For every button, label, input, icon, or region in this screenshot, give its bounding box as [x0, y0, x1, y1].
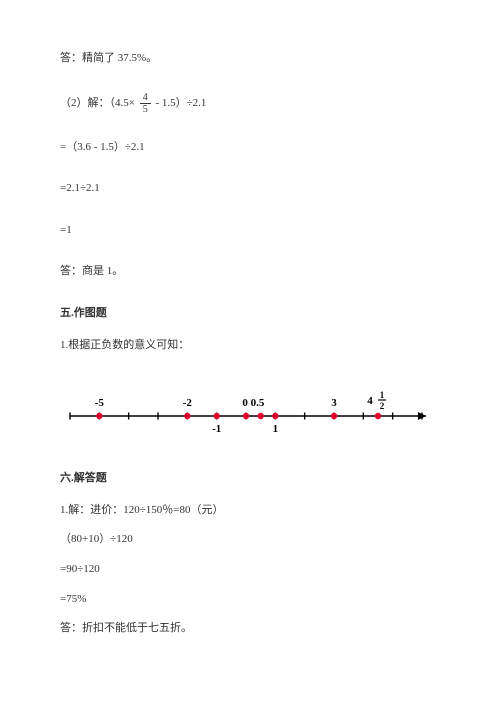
- svg-text:-1: -1: [212, 423, 221, 435]
- svg-text:1: 1: [273, 423, 279, 435]
- svg-text:2: 2: [380, 401, 385, 411]
- section6-line1: 1.解：进价：120÷150％=80（元）: [60, 502, 440, 520]
- expr-prefix: （2）解：（4.5×: [60, 97, 135, 109]
- section6-line3: =90÷120: [60, 561, 440, 579]
- section6-title: 六.解答题: [60, 470, 440, 488]
- fraction-denominator: 5: [140, 104, 151, 115]
- problem2-intro: （2）解：（4.5× 4 5 - 1.5）÷2.1: [60, 92, 440, 115]
- fraction-4-5: 4 5: [140, 92, 151, 115]
- problem2-step3: =1: [60, 222, 440, 240]
- section5-intro: 1.根据正负数的意义可知：: [60, 337, 440, 355]
- number-line-svg: -5-20 0.53412-11: [60, 374, 440, 444]
- fraction-numerator: 4: [140, 92, 151, 104]
- svg-text:-2: -2: [183, 397, 193, 409]
- number-line-figure: -5-20 0.53412-11: [60, 374, 440, 444]
- svg-text:0 0.5: 0 0.5: [242, 397, 264, 409]
- problem2-step1: =（3.6 - 1.5）÷2.1: [60, 139, 440, 157]
- svg-text:-5: -5: [95, 397, 105, 409]
- answer-text: 答：精简了 37.5%。: [60, 50, 440, 68]
- problem2-step2: =2.1÷2.1: [60, 180, 440, 198]
- expr-suffix: - 1.5）÷2.1: [155, 97, 206, 109]
- svg-text:4: 4: [367, 395, 373, 407]
- problem2-answer: 答：商是 1。: [60, 263, 440, 281]
- svg-text:1: 1: [380, 390, 385, 400]
- svg-text:3: 3: [331, 397, 337, 409]
- section5-title: 五.作图题: [60, 305, 440, 323]
- section6-line2: （80+10）÷120: [60, 531, 440, 549]
- section6-line4: =75%: [60, 591, 440, 609]
- section6-answer: 答：折扣不能低于七五折。: [60, 620, 440, 638]
